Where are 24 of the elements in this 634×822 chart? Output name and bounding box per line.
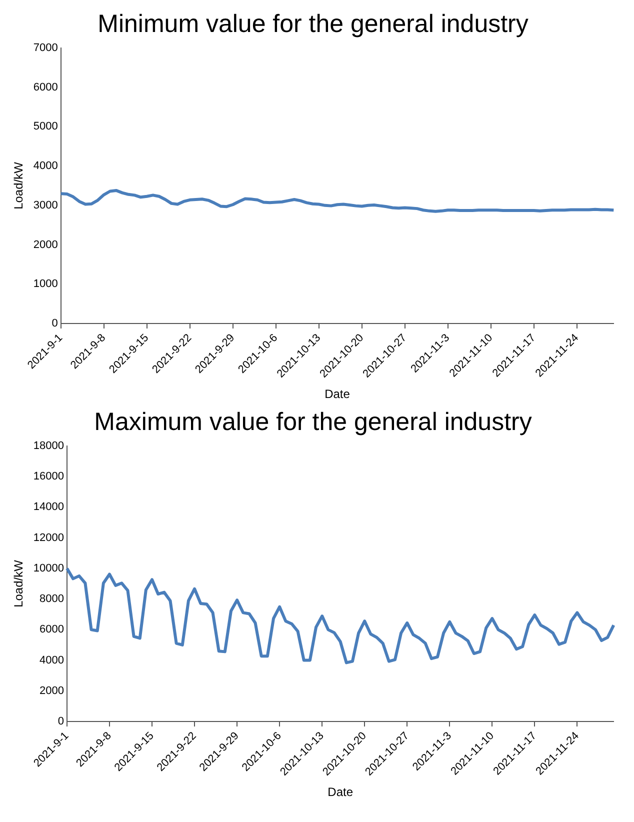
- y-tick-label: 0: [52, 318, 58, 330]
- y-tick-label: 0: [58, 716, 64, 728]
- y-tick-label: 10000: [33, 562, 64, 574]
- y-tick-label: 1000: [33, 278, 58, 290]
- y-tick-label: 7000: [33, 42, 58, 54]
- y-tick-label: 14000: [33, 501, 64, 514]
- chart-title: Maximum value for the general industry: [94, 408, 532, 436]
- y-tick-label: 8000: [40, 593, 64, 606]
- y-tick-label: 12000: [33, 532, 64, 544]
- y-tick-label: 4000: [33, 160, 58, 172]
- y-tick-label: 5000: [33, 120, 58, 133]
- y-tick-label: 2000: [40, 684, 64, 697]
- x-axis-title: Date: [328, 785, 354, 800]
- chart-title: Minimum value for the general industry: [98, 10, 529, 38]
- y-axis-title: Load/kW: [12, 559, 26, 608]
- y-tick-label: 3000: [33, 199, 58, 212]
- y-axis-title: Load/kW: [12, 161, 26, 210]
- y-tick-label: 2000: [33, 238, 58, 251]
- y-tick-label: 4000: [40, 654, 64, 666]
- y-tick-label: 16000: [33, 470, 64, 483]
- y-tick-label: 18000: [33, 440, 64, 452]
- y-tick-label: 6000: [33, 81, 58, 94]
- x-axis-title: Date: [324, 387, 350, 402]
- y-tick-label: 6000: [40, 624, 64, 636]
